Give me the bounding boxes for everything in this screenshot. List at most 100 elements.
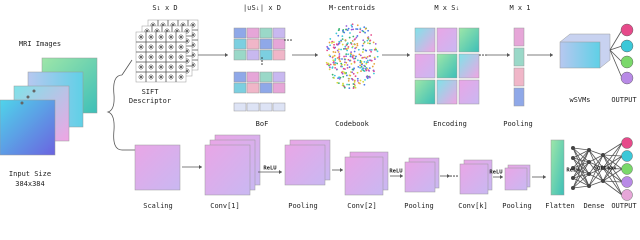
centroid — [368, 67, 371, 70]
connector — [572, 177, 590, 187]
connector — [609, 45, 623, 51]
centroid — [356, 59, 359, 62]
sift-mark — [190, 62, 196, 68]
centroid — [365, 57, 368, 60]
output-node — [621, 176, 633, 188]
centroid — [353, 67, 355, 70]
centroid — [367, 29, 370, 32]
centroid — [342, 82, 344, 85]
pooled-cell — [513, 27, 525, 47]
centroid — [348, 36, 351, 39]
connector — [572, 147, 590, 163]
centroid — [331, 42, 333, 44]
centroid — [370, 50, 372, 53]
centroid — [340, 39, 342, 42]
centroid — [344, 47, 347, 50]
centroid — [353, 50, 356, 53]
centroid — [365, 68, 367, 71]
centroid — [329, 44, 332, 47]
connector — [572, 167, 590, 187]
centroid — [337, 29, 340, 32]
sift-mark — [168, 64, 174, 70]
ellipsis-dot — [456, 175, 458, 177]
stage-label: Pooling — [502, 202, 532, 210]
centroid — [337, 34, 340, 37]
centroid — [356, 35, 359, 37]
centroid — [363, 41, 366, 43]
centroid — [359, 27, 362, 30]
encoding-block — [414, 53, 436, 79]
sift-mark — [178, 74, 184, 80]
centroid — [345, 61, 348, 64]
centroid — [348, 66, 351, 69]
centroid — [352, 83, 355, 85]
centroid — [348, 77, 350, 80]
centroid — [344, 45, 347, 48]
connector — [588, 161, 604, 182]
connector — [609, 49, 623, 79]
arrow-head — [447, 174, 450, 178]
centroid — [346, 83, 348, 86]
connector — [609, 29, 623, 51]
conv-map — [204, 144, 251, 196]
connector — [572, 147, 590, 175]
centroid — [354, 43, 356, 46]
centroid — [365, 61, 368, 64]
sift-mark — [158, 34, 164, 40]
dense-node — [587, 184, 591, 188]
centroid — [352, 54, 355, 57]
centroid — [346, 29, 349, 32]
centroid — [335, 32, 338, 35]
centroid — [352, 72, 355, 75]
centroid — [374, 58, 376, 60]
centroid — [337, 51, 340, 53]
centroid — [329, 63, 332, 66]
centroid — [362, 56, 364, 59]
ellipsis-dot — [453, 175, 455, 177]
centroid — [372, 41, 375, 44]
scaled-image — [134, 144, 181, 191]
centroid — [337, 82, 340, 85]
sift-mark — [178, 34, 184, 40]
centroid — [361, 44, 364, 47]
centroid — [341, 72, 344, 75]
centroid — [325, 61, 328, 64]
sift-mark — [184, 38, 190, 44]
centroid — [343, 86, 346, 89]
centroid — [373, 56, 376, 59]
stage-label: OUTPUT — [611, 96, 637, 104]
centroid — [340, 65, 343, 68]
activation-label: ReLU — [489, 170, 503, 176]
sift-mark — [184, 58, 190, 64]
stack-dot — [32, 89, 36, 93]
centroid — [349, 41, 352, 44]
input-size: 384x384 — [15, 180, 45, 188]
centroid — [353, 81, 356, 83]
dense-node — [587, 148, 591, 152]
bof-cell — [272, 27, 286, 39]
ellipsis-dot — [482, 54, 484, 56]
centroid — [347, 80, 350, 82]
centroid — [357, 65, 360, 68]
centroid — [355, 55, 357, 58]
centroid — [362, 39, 365, 42]
dim-label: |∪Sᵢ| x D — [243, 4, 281, 12]
centroid — [347, 53, 350, 56]
bof-cell — [246, 82, 260, 94]
centroid — [354, 47, 357, 50]
sift-mark — [138, 44, 144, 50]
centroid — [362, 80, 365, 83]
centroid — [338, 56, 340, 59]
centroid — [345, 25, 348, 27]
centroid — [366, 37, 369, 39]
sift-mark — [138, 54, 144, 60]
activation-label: ReLU — [263, 166, 277, 172]
centroid — [376, 55, 379, 58]
connector — [602, 142, 623, 169]
bof-cell — [259, 71, 273, 83]
centroid — [327, 62, 330, 65]
centroid — [326, 49, 329, 52]
dense-node — [587, 160, 591, 164]
pooled-cell — [513, 67, 525, 87]
centroid — [328, 54, 331, 56]
